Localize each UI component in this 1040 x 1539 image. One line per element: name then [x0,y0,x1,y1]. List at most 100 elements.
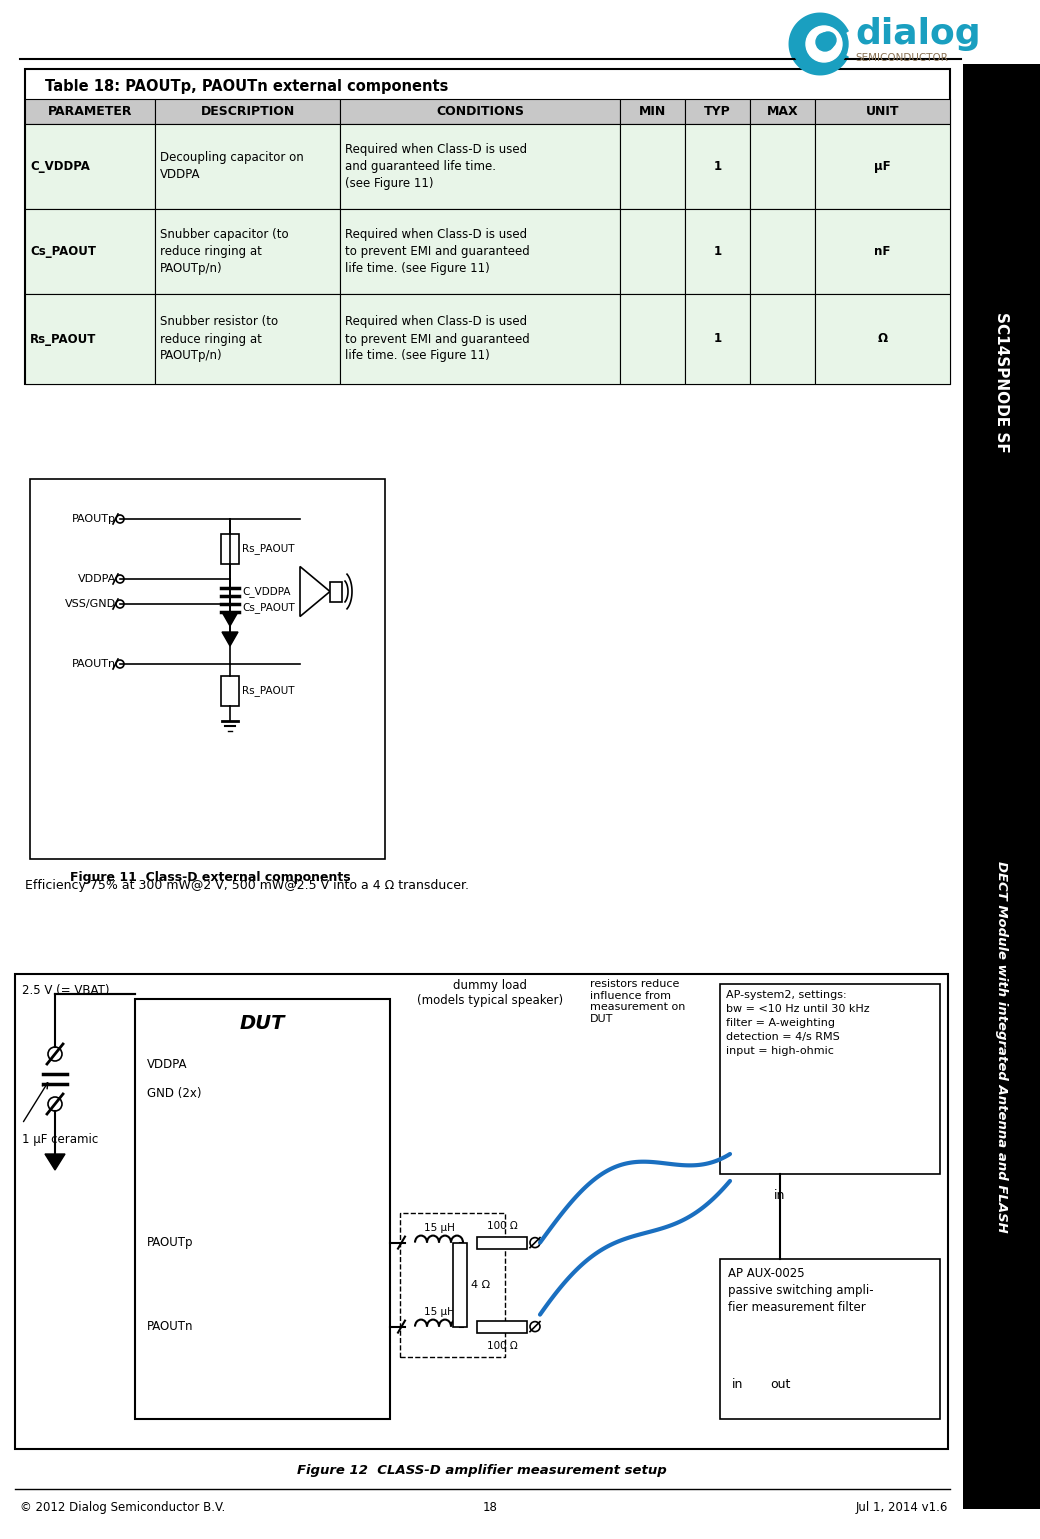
Text: out: out [770,1377,790,1391]
Text: Required when Class-D is used
and guaranteed life time.
(see Figure 11): Required when Class-D is used and guaran… [345,143,527,189]
Bar [815,125,950,209]
Bar [620,209,685,294]
Bar [340,209,620,294]
Text: 2.5 V (= VBAT): 2.5 V (= VBAT) [22,983,109,997]
Bar [453,1242,467,1327]
Text: Efficiency 75% at 300 mW@2 V, 500 mW@2.5 V into a 4 Ω transducer.: Efficiency 75% at 300 mW@2 V, 500 mW@2.5… [25,879,469,893]
Bar [750,209,815,294]
Bar [15,974,948,1450]
Text: Jul 1, 2014 v1.6: Jul 1, 2014 v1.6 [856,1501,948,1514]
Text: Cs_PAOUT: Cs_PAOUT [30,245,96,259]
Text: Snubber resistor (to
reduce ringing at
PAOUTp/n): Snubber resistor (to reduce ringing at P… [160,315,278,363]
Text: PAOUTn: PAOUTn [72,659,116,669]
Bar [155,294,340,385]
Bar [720,1259,940,1419]
Text: Decoupling capacitor on
VDDPA: Decoupling capacitor on VDDPA [160,151,304,182]
Text: C_VDDPA: C_VDDPA [30,160,89,172]
Bar [135,999,390,1419]
Text: CONDITIONS: CONDITIONS [436,105,524,119]
Text: SEMICONDUCTOR: SEMICONDUCTOR [855,52,947,63]
Text: SC14SPNODE SF: SC14SPNODE SF [994,311,1009,452]
Bar [155,98,340,125]
Circle shape [809,28,841,60]
Text: nF: nF [875,245,890,259]
Text: GND (2x): GND (2x) [147,1088,202,1100]
Text: PAOUTn: PAOUTn [147,1320,193,1333]
Text: Snubber capacitor (to
reduce ringing at
PAOUTp/n): Snubber capacitor (to reduce ringing at … [160,228,289,275]
Text: Rs_PAOUT: Rs_PAOUT [242,685,294,697]
Text: Required when Class-D is used
to prevent EMI and guaranteed
life time. (see Figu: Required when Class-D is used to prevent… [345,315,529,363]
Bar [155,209,340,294]
Text: Required when Class-D is used
to prevent EMI and guaranteed
life time. (see Figu: Required when Class-D is used to prevent… [345,228,529,275]
Text: Rs_PAOUT: Rs_PAOUT [242,543,294,554]
Bar [340,125,620,209]
Polygon shape [300,566,330,617]
Bar [963,65,1040,1510]
Bar [30,479,385,859]
Text: 1: 1 [713,160,722,172]
Bar [750,98,815,125]
Bar [815,98,950,125]
Text: MIN: MIN [639,105,667,119]
Text: PAOUTp: PAOUTp [72,514,116,523]
Bar [477,1237,527,1248]
Text: 1: 1 [713,245,722,259]
Text: TYP: TYP [704,105,731,119]
Circle shape [792,15,848,72]
Bar [685,125,750,209]
Text: Figure 11  Class-D external components: Figure 11 Class-D external components [70,871,350,883]
Bar [750,294,815,385]
Bar [400,1213,505,1356]
Bar [620,125,685,209]
Bar [720,983,940,1174]
Text: in: in [732,1377,744,1391]
Text: 15 μH: 15 μH [423,1222,454,1233]
Bar [25,98,155,125]
Bar [25,69,950,385]
Text: UNIT: UNIT [865,105,900,119]
Text: Table 18: PAOUTp, PAOUTn external components: Table 18: PAOUTp, PAOUTn external compon… [45,78,448,94]
Bar [340,98,620,125]
Text: VDDPA: VDDPA [78,574,116,583]
Text: DUT: DUT [240,1014,285,1033]
Bar [685,294,750,385]
Polygon shape [222,633,238,646]
Bar [25,294,155,385]
Circle shape [820,32,836,48]
Text: Rs_PAOUT: Rs_PAOUT [30,332,97,345]
Text: Cs_PAOUT: Cs_PAOUT [242,603,294,614]
Bar [25,209,155,294]
Text: in: in [775,1190,785,1202]
Bar [685,209,750,294]
Text: 100 Ω: 100 Ω [487,1340,517,1351]
Text: 15 μH: 15 μH [423,1307,454,1316]
Text: 1: 1 [713,332,722,345]
Bar [222,534,239,563]
Text: AP-system2, settings:
bw = <10 Hz until 30 kHz
filter = A-weighting
detection = : AP-system2, settings: bw = <10 Hz until … [726,990,869,1056]
Text: resistors reduce
influence from
measurement on
DUT: resistors reduce influence from measurem… [590,979,685,1023]
Text: 4 Ω: 4 Ω [471,1279,490,1290]
Polygon shape [222,613,238,626]
Bar [477,1320,527,1333]
Text: μF: μF [875,160,891,172]
Text: Ω: Ω [878,332,887,345]
Bar [620,294,685,385]
Bar [330,582,342,602]
Text: DESCRIPTION: DESCRIPTION [201,105,294,119]
Bar [155,125,340,209]
Text: PARAMETER: PARAMETER [48,105,132,119]
Text: AP AUX-0025
passive switching ampli-
fier measurement filter: AP AUX-0025 passive switching ampli- fie… [728,1267,874,1314]
Text: VDDPA: VDDPA [147,1057,187,1071]
Text: dummy load
(models typical speaker): dummy load (models typical speaker) [417,979,563,1007]
Text: MAX: MAX [766,105,799,119]
Text: 100 Ω: 100 Ω [487,1220,517,1231]
Text: PAOUTp: PAOUTp [147,1236,193,1250]
Circle shape [806,26,842,62]
Text: dialog: dialog [855,17,981,51]
Text: C_VDDPA: C_VDDPA [242,586,290,597]
Bar [815,294,950,385]
Bar [25,125,155,209]
Circle shape [816,32,834,51]
Bar [340,294,620,385]
Text: Figure 12  CLASS-D amplifier measurement setup: Figure 12 CLASS-D amplifier measurement … [296,1464,667,1477]
